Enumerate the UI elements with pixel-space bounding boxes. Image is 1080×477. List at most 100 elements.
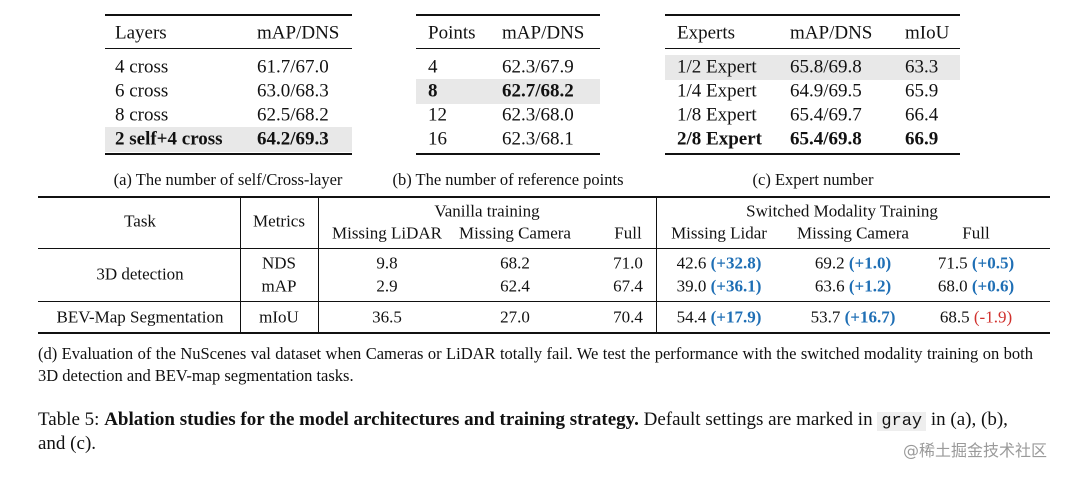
column-header: Missing LiDAR (331, 223, 443, 243)
bottom-rule (665, 153, 960, 155)
cell: 54.4 (+17.9) (677, 309, 762, 326)
cell-value: 68.0 (937, 276, 968, 296)
cell: 12 (428, 104, 447, 126)
cell: 8 cross (115, 104, 169, 126)
cell: 66.9 (905, 128, 939, 150)
cell-delta: (+36.1) (710, 276, 762, 296)
header-cell: mIoU (905, 22, 950, 44)
column-header: Full (962, 223, 990, 243)
task-cell: BEV-Map Segmentation (56, 307, 224, 327)
cell-value: 54.4 (676, 307, 707, 327)
metric-cell: mIoU (259, 307, 299, 327)
cell: 16 (428, 128, 447, 150)
cell-delta: (+0.6) (971, 276, 1015, 296)
cell: 1/4 Expert (677, 80, 757, 102)
header-cell: mAP/DNS (502, 22, 585, 44)
cell-delta: (+1.0) (848, 253, 892, 273)
cell-delta: (+16.7) (844, 307, 896, 327)
mid-rule (38, 301, 1050, 302)
cell-value: 71.5 (937, 253, 968, 273)
bottom-rule (416, 153, 600, 155)
cell: 27.0 (500, 307, 530, 327)
header-cell: mAP/DNS (257, 22, 340, 44)
cell: 63.3 (905, 56, 939, 78)
mid-rule (665, 48, 960, 49)
cell-value: 42.6 (676, 253, 707, 273)
cell: 4 (428, 56, 438, 78)
column-header: Missing Camera (459, 223, 571, 243)
cell-delta: (+32.8) (710, 253, 762, 273)
watermark: @稀土掘金技术社区 (903, 441, 1048, 460)
cell: 61.7/67.0 (257, 56, 329, 78)
cell: 2 self+4 cross (115, 128, 223, 150)
cell: 64.9/69.5 (790, 80, 862, 102)
bottom-rule (38, 332, 1050, 334)
mid-rule (105, 48, 352, 49)
cell: 2.9 (376, 276, 398, 296)
bottom-rule (105, 153, 352, 155)
highlight (416, 79, 600, 104)
cell: 53.7 (+16.7) (811, 309, 896, 326)
cell: 36.5 (372, 307, 402, 327)
cell: 4 cross (115, 56, 169, 78)
cell-value: 68.5 (939, 307, 970, 327)
cell-delta: (+1.2) (848, 276, 892, 296)
column-header: Full (614, 223, 642, 243)
cell: 65.4/69.7 (790, 104, 862, 126)
cell: 69.2 (+1.0) (815, 255, 891, 272)
mid-rule (416, 48, 600, 49)
cell: 62.4 (500, 276, 530, 296)
caption-label: Table 5: (38, 409, 100, 430)
highlight (665, 55, 960, 80)
header-cell: Points (428, 22, 476, 44)
cell: 6 cross (115, 80, 169, 102)
header-cell: mAP/DNS (790, 22, 873, 44)
top-rule (38, 196, 1050, 198)
vertical-rule (318, 197, 319, 332)
table-caption: Table 5: Ablation studies for the model … (38, 409, 1038, 455)
subcaption: (c) Expert number (752, 169, 874, 189)
cell: 2/8 Expert (677, 128, 762, 150)
caption-bold: Ablation studies for the model architect… (104, 409, 639, 430)
cell: 62.3/67.9 (502, 56, 574, 78)
mid-rule (38, 248, 1050, 249)
cell: 62.3/68.0 (502, 104, 574, 126)
cell-value: 69.2 (814, 253, 845, 273)
top-rule (416, 14, 600, 16)
cell: 64.2/69.3 (257, 128, 329, 150)
cell-value: 39.0 (676, 276, 707, 296)
cell-delta: (+0.5) (971, 253, 1015, 273)
cell: 65.4/69.8 (790, 128, 862, 150)
top-rule (665, 14, 960, 16)
cell-value: 53.7 (810, 307, 841, 327)
cell: 62.3/68.1 (502, 128, 574, 150)
group-header: Vanilla training (434, 201, 540, 221)
cell: 71.0 (613, 253, 643, 273)
cell: 62.7/68.2 (502, 80, 574, 102)
caption-text: Default settings are marked in (643, 409, 873, 430)
cell: 71.5 (+0.5) (938, 255, 1014, 272)
cell: 8 (428, 80, 438, 102)
column-header: Missing Lidar (671, 223, 767, 243)
header-cell: Experts (677, 22, 736, 44)
vertical-rule (656, 197, 657, 332)
cell: 68.2 (500, 253, 530, 273)
subcaption: (a) The number of self/Cross-layer (113, 169, 343, 189)
cell-delta: (-1.9) (973, 307, 1013, 327)
cell: 68.5 (-1.9) (940, 309, 1012, 326)
group-header: Switched Modality Training (746, 201, 938, 221)
cell: 39.0 (+36.1) (677, 278, 762, 295)
cell: 62.5/68.2 (257, 104, 329, 126)
cell-value: 63.6 (814, 276, 845, 296)
cell: 63.6 (+1.2) (815, 278, 891, 295)
cell: 9.8 (376, 253, 398, 273)
column-header: Missing Camera (797, 223, 909, 243)
top-rule (105, 14, 352, 16)
cell-delta: (+17.9) (710, 307, 762, 327)
task-cell: 3D detection (96, 264, 184, 284)
metric-cell: mAP (261, 276, 297, 296)
vertical-rule (240, 197, 241, 332)
metric-cell: NDS (261, 253, 297, 273)
header-cell: Layers (115, 22, 167, 44)
